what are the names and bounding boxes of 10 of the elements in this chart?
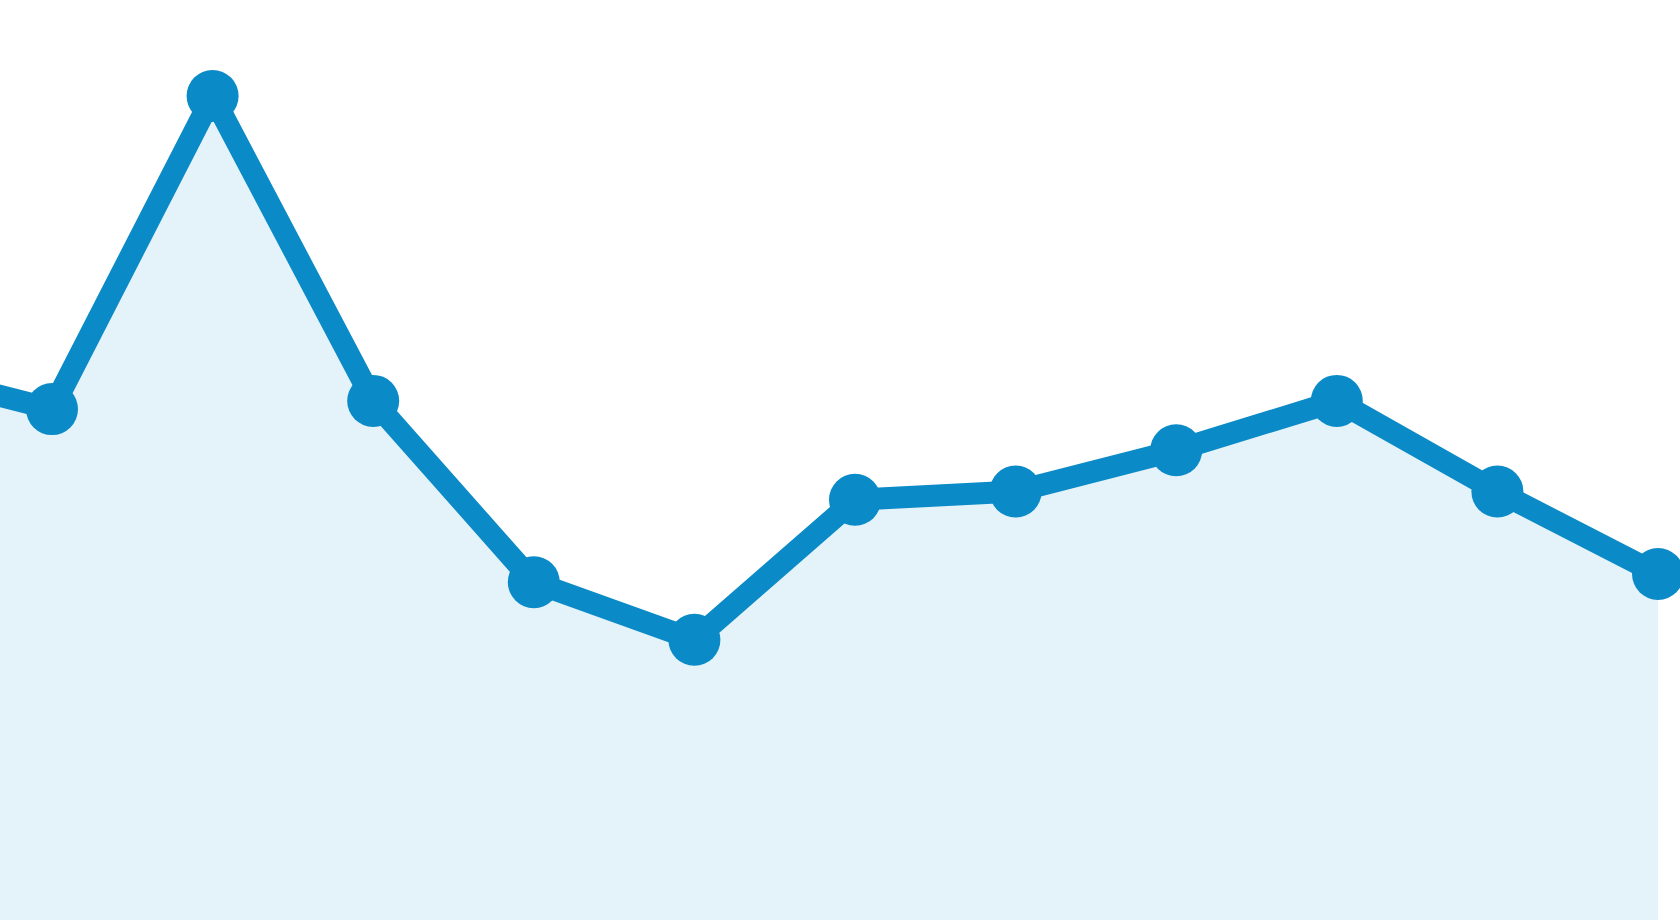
point (186, 70, 239, 122)
point (347, 374, 400, 427)
point (829, 473, 881, 526)
point (1310, 374, 1363, 427)
point (507, 556, 560, 609)
point (989, 465, 1042, 518)
point (1471, 465, 1524, 518)
point (668, 613, 721, 666)
point (1150, 424, 1203, 477)
point (26, 383, 78, 436)
